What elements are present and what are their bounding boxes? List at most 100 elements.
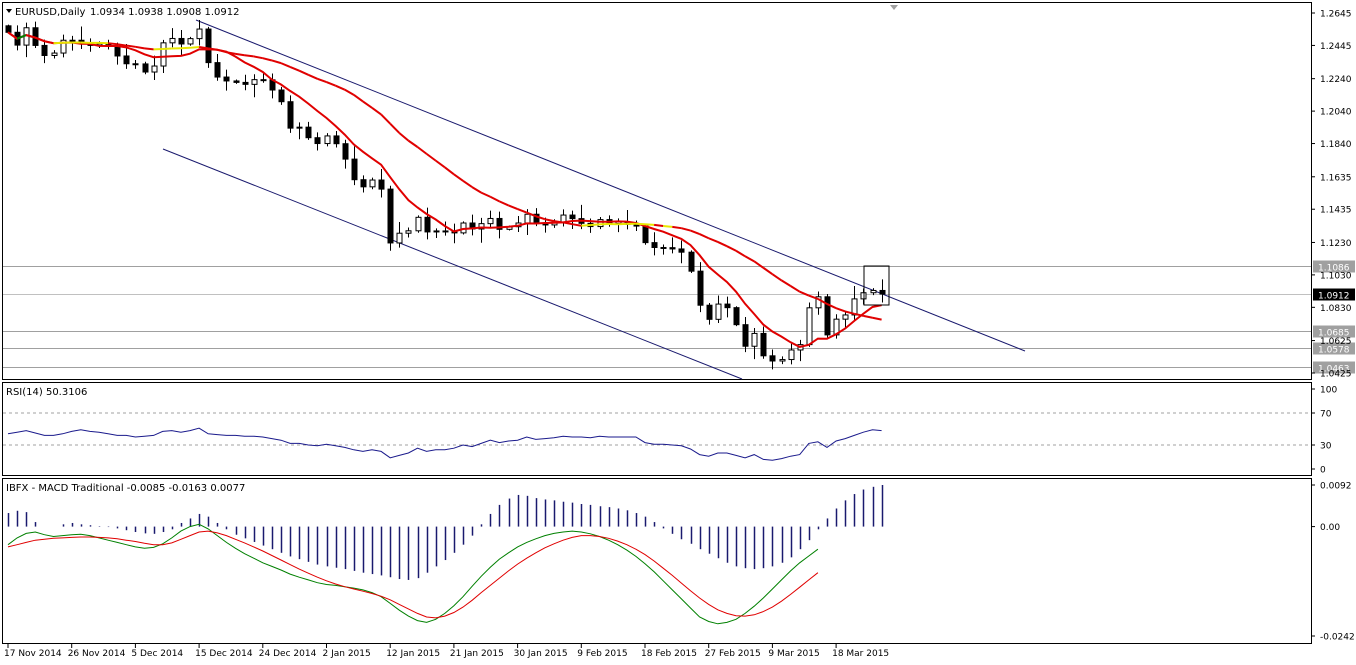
- bear-candle-body: [234, 81, 239, 82]
- bear-candle-body: [388, 189, 393, 243]
- bear-candle-body: [443, 231, 448, 232]
- macd-tick-label: 0.00: [1320, 523, 1340, 533]
- price-tick-label: 1.2040: [1320, 108, 1352, 118]
- bear-candle-body: [315, 138, 320, 144]
- bear-candle-body: [379, 180, 384, 189]
- time-label: 18 Feb 2015: [641, 649, 697, 659]
- rsi-title: RSI(14) 50.3106: [6, 387, 87, 398]
- time-label: 27 Feb 2015: [705, 649, 761, 659]
- ma-slow-segment: [117, 44, 126, 45]
- bear-candle-body: [352, 159, 357, 180]
- ma-slow-segment: [190, 47, 199, 48]
- price-tick-label: 1.1635: [1320, 173, 1352, 183]
- candle[interactable]: [416, 215, 421, 232]
- bear-candle-body: [425, 217, 430, 232]
- macd-tick-label: 0.0092: [1320, 482, 1352, 492]
- bull-candle-body: [789, 350, 794, 360]
- rsi-tick-label: 30: [1320, 442, 1332, 452]
- bear-candle-body: [361, 180, 366, 187]
- bear-candle-body: [670, 248, 675, 249]
- time-label: 17 Nov 2014: [4, 649, 62, 659]
- bear-candle-body: [133, 64, 138, 65]
- price-tick-label: 1.0830: [1320, 304, 1352, 314]
- ma-slow-segment: [636, 224, 645, 225]
- candle[interactable]: [825, 294, 830, 338]
- bear-candle-body: [770, 356, 775, 361]
- bear-candle-body: [206, 29, 211, 63]
- time-label: 18 Mar 2015: [832, 649, 889, 659]
- ma-slow-segment: [126, 46, 135, 47]
- bull-candle-body: [52, 53, 57, 55]
- price-tick-label: 1.0625: [1320, 337, 1352, 347]
- bear-candle-body: [643, 226, 648, 243]
- rsi-tick-label: 0: [1320, 466, 1326, 476]
- bear-candle-body: [343, 144, 348, 159]
- bear-candle-body: [288, 102, 293, 128]
- bear-candle-body: [880, 290, 885, 294]
- ma-slow-segment: [672, 227, 681, 228]
- candle[interactable]: [689, 250, 694, 273]
- candle[interactable]: [807, 303, 812, 347]
- bear-candle-body: [334, 136, 339, 144]
- candle[interactable]: [388, 186, 393, 251]
- bull-candle-body: [416, 217, 421, 230]
- time-label: 21 Jan 2015: [450, 649, 504, 659]
- price-tick-label: 1.0425: [1320, 370, 1352, 380]
- bull-candle-body: [488, 218, 493, 223]
- macd-tick-label: -0.0242: [1320, 633, 1355, 643]
- bear-candle-body: [261, 80, 266, 81]
- bear-candle-body: [570, 215, 575, 219]
- bull-candle-body: [152, 66, 157, 72]
- candle[interactable]: [279, 87, 284, 105]
- bear-candle-body: [743, 325, 748, 347]
- price-tick-label: 1.2445: [1320, 42, 1352, 52]
- bull-candle-body: [188, 39, 193, 44]
- bull-candle-body: [434, 231, 439, 232]
- bear-candle-body: [124, 56, 129, 64]
- bear-candle-body: [224, 77, 229, 81]
- bull-candle-body: [598, 220, 603, 227]
- ma-slow-segment: [245, 55, 254, 56]
- price-tick-label: 1.1435: [1320, 206, 1352, 216]
- rsi-tick-label: 70: [1320, 410, 1332, 420]
- bear-candle-body: [707, 305, 712, 319]
- time-label: 9 Feb 2015: [577, 649, 627, 659]
- bear-candle-body: [725, 304, 730, 308]
- ma-slow-segment: [145, 48, 154, 49]
- bull-candle-body: [170, 38, 175, 42]
- bear-candle-body: [661, 247, 666, 248]
- current-price-label: 1.0912: [1318, 292, 1350, 302]
- candle[interactable]: [188, 37, 193, 46]
- price-tick-label: 1.1230: [1320, 239, 1352, 249]
- time-label: 12 Jan 2015: [386, 649, 440, 659]
- ma-slow-segment: [199, 47, 208, 48]
- price-tick-label: 1.2645: [1320, 10, 1352, 20]
- price-tick-label: 1.1840: [1320, 140, 1352, 150]
- bull-candle-body: [252, 80, 257, 85]
- candle[interactable]: [734, 306, 739, 326]
- macd-title: IBFX - MACD Traditional -0.0085 -0.0163 …: [6, 483, 245, 494]
- bull-candle-body: [752, 333, 757, 346]
- bull-candle-body: [161, 43, 166, 66]
- candle[interactable]: [143, 62, 148, 74]
- ma-slow-segment: [590, 224, 599, 225]
- price-tick-label: 1.1030: [1320, 271, 1352, 281]
- bear-candle-body: [279, 90, 284, 102]
- ma-slow-segment: [554, 221, 563, 222]
- ma-slow-segment: [108, 43, 117, 44]
- bear-candle-body: [652, 243, 657, 248]
- bear-candle-body: [306, 127, 311, 138]
- ma-slow-segment: [581, 225, 590, 226]
- bull-candle-body: [871, 290, 876, 292]
- rsi-tick-label: 100: [1320, 386, 1337, 396]
- symbol-label: EURUSD,Daily: [15, 7, 86, 18]
- bull-candle-body: [197, 29, 202, 39]
- ma-slow-segment: [163, 48, 172, 49]
- bear-candle-body: [698, 271, 703, 305]
- price-tick-label: 1.2240: [1320, 75, 1352, 85]
- bear-candle-body: [215, 63, 220, 77]
- time-label: 9 Mar 2015: [768, 649, 819, 659]
